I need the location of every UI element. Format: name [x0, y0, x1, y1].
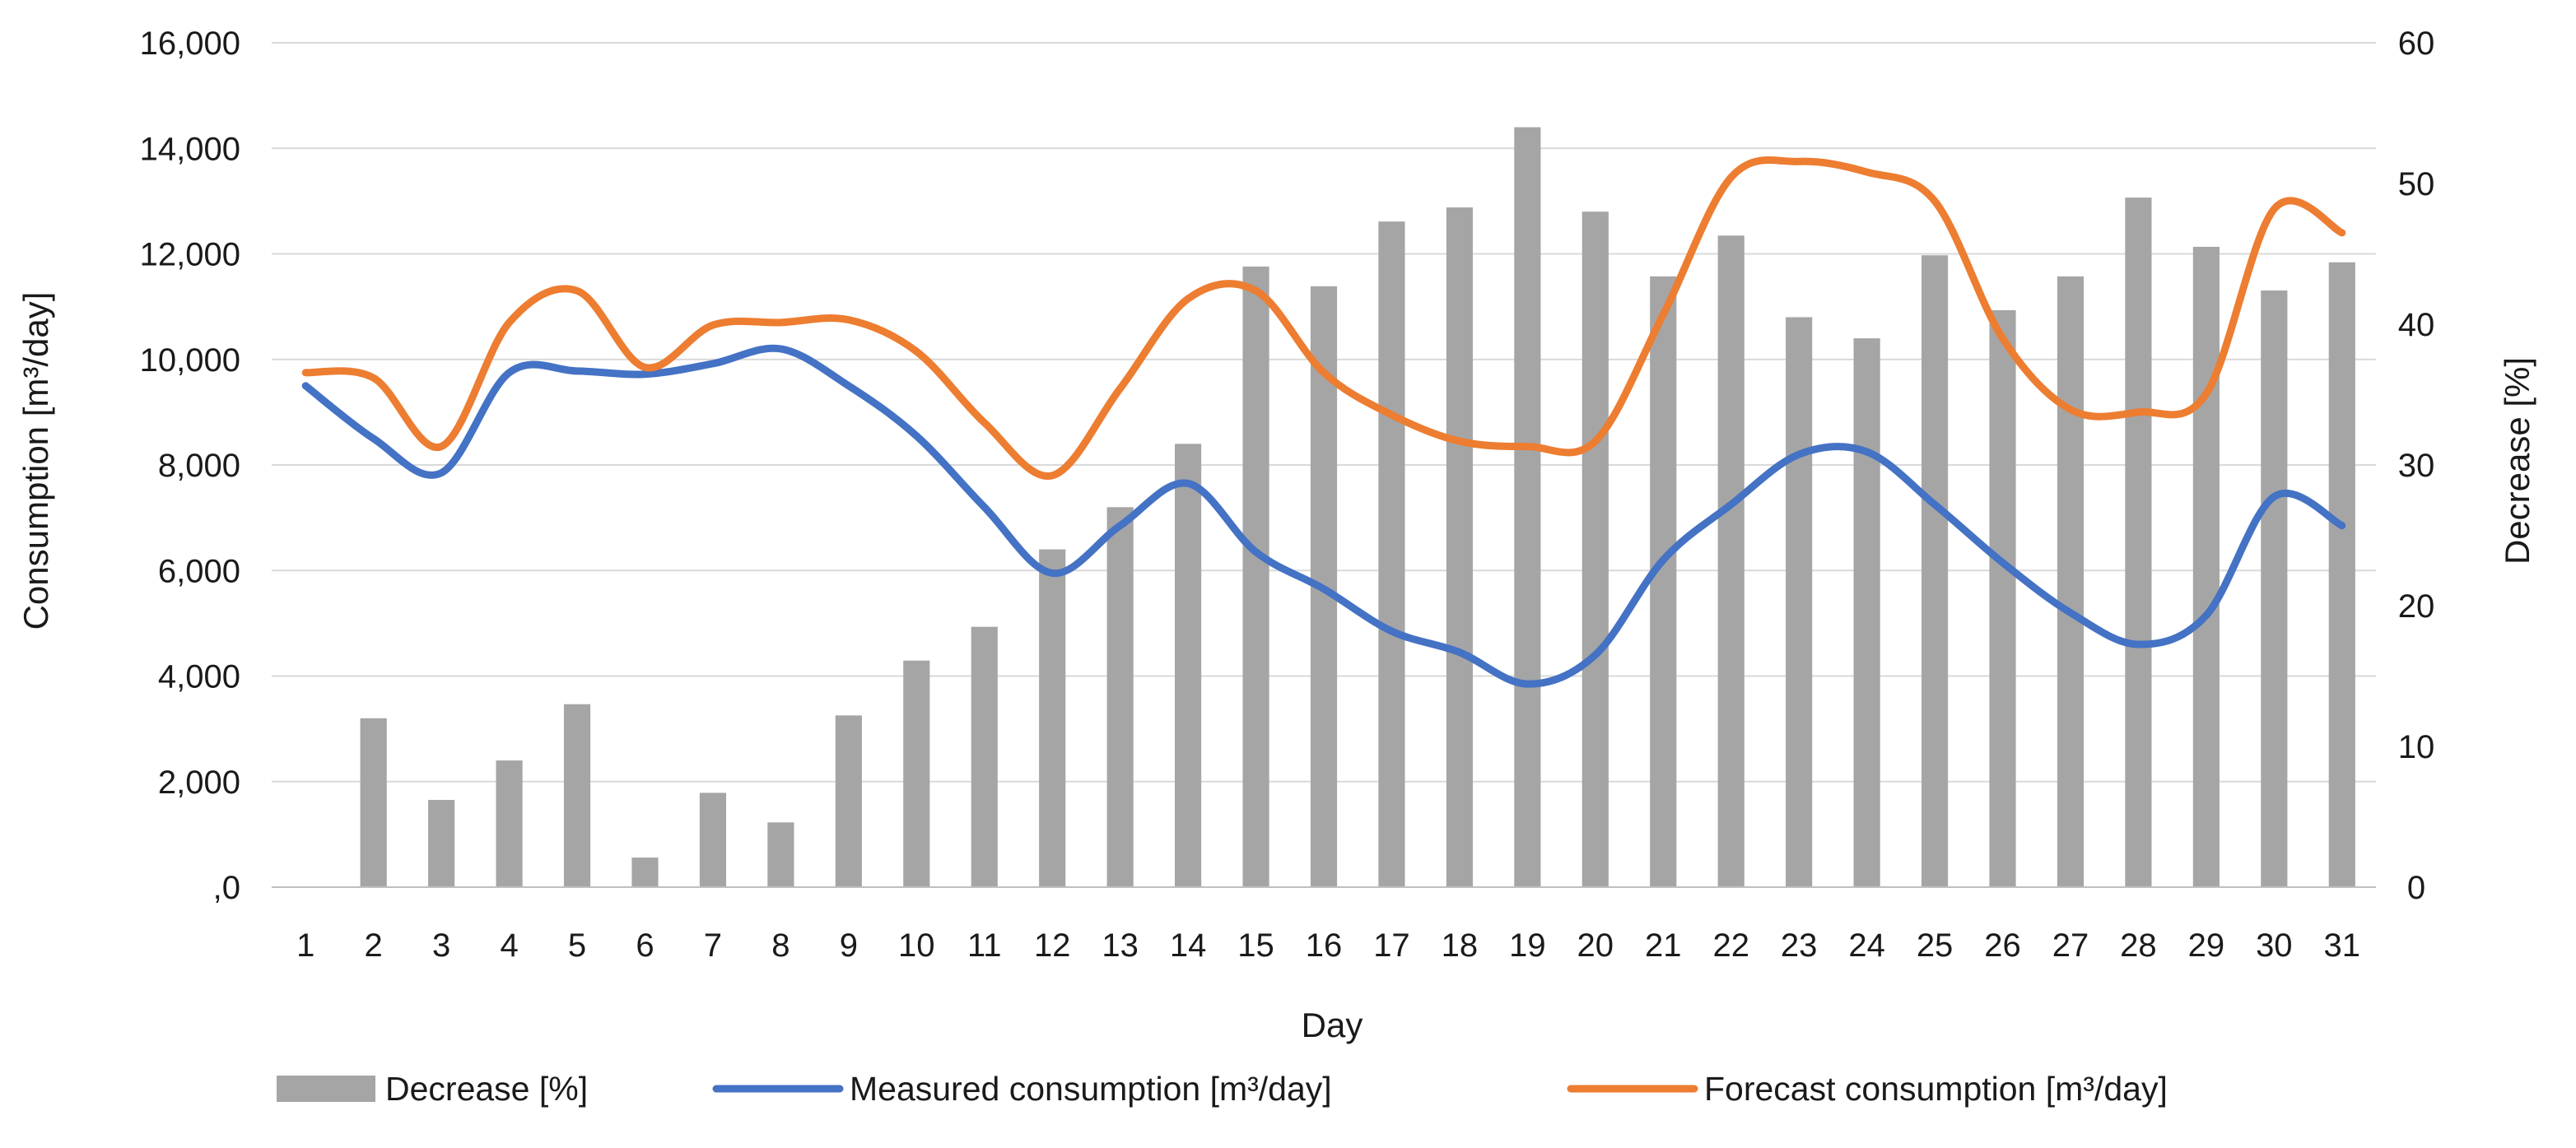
x-tick-label: 31	[2324, 927, 2361, 964]
x-tick-label: 4	[500, 927, 518, 964]
legend-item-measured: Measured consumption [m³/day]	[850, 1070, 1332, 1108]
x-tick-label: 5	[568, 927, 586, 964]
y-right-tick-label: 10	[2398, 729, 2435, 765]
x-tick-label: 28	[2120, 927, 2157, 964]
x-tick-label: 7	[704, 927, 722, 964]
y-right-tick-label: 20	[2398, 588, 2435, 625]
decrease-bar	[1786, 317, 1812, 887]
decrease-bar	[1175, 444, 1201, 887]
legend-item-forecast: Forecast consumption [m³/day]	[1704, 1070, 2168, 1108]
x-tick-label: 19	[1509, 927, 1546, 964]
decrease-bar	[1039, 550, 1065, 887]
decrease-bar	[496, 760, 523, 887]
decrease-bar	[1446, 207, 1473, 887]
x-tick-label: 22	[1712, 927, 1749, 964]
x-tick-label: 2	[365, 927, 383, 964]
y-right-tick-label: 30	[2398, 448, 2435, 484]
decrease-bars	[361, 128, 2355, 887]
decrease-bar	[700, 792, 726, 887]
legend-item-decrease: Decrease [%]	[385, 1070, 588, 1108]
x-tick-label: 24	[1848, 927, 1885, 964]
y-right-tick-label: 40	[2398, 307, 2435, 343]
decrease-bar	[428, 800, 454, 887]
decrease-bar	[1718, 235, 1745, 887]
y-left-tick-label: 14,000	[140, 131, 240, 167]
y-left-tick-label: 2,000	[158, 765, 240, 801]
decrease-bar	[836, 715, 862, 887]
y-right-tick-label: 60	[2398, 26, 2435, 62]
decrease-bar	[1514, 128, 1540, 887]
decrease-bar	[2057, 277, 2084, 887]
legend: Decrease [%] Measured consumption [m³/day…	[277, 1070, 2168, 1108]
x-tick-label: 6	[636, 927, 654, 964]
x-tick-label: 29	[2188, 927, 2225, 964]
decrease-bar	[564, 704, 590, 887]
x-tick-label: 11	[967, 927, 1002, 964]
x-tick-label: 14	[1170, 927, 1207, 964]
y-right-tick-label: 0	[2407, 870, 2425, 906]
decrease-bar	[1242, 267, 1269, 887]
x-tick-label: 17	[1373, 927, 1410, 964]
decrease-bar	[903, 661, 929, 887]
decrease-bar	[971, 627, 998, 887]
x-tick-label: 15	[1237, 927, 1274, 964]
y-left-tick-label: 10,000	[140, 342, 240, 379]
axes: ,0 2,000 4,000 6,000 8,000 10,000 12,000 14,000…	[140, 26, 2435, 964]
x-tick-label: 27	[2052, 927, 2089, 964]
x-tick-label: 20	[1577, 927, 1614, 964]
decrease-bar	[1582, 211, 1609, 887]
y-left-tick-label: 12,000	[140, 237, 240, 273]
x-tick-label: 9	[840, 927, 858, 964]
decrease-bar	[2193, 247, 2220, 887]
x-axis-title: Day	[1302, 1006, 1363, 1044]
decrease-bar	[361, 718, 387, 887]
decrease-bar	[1854, 338, 1880, 887]
x-tick-label: 30	[2256, 927, 2293, 964]
decrease-bar	[1650, 277, 1676, 887]
x-tick-label: 26	[1984, 927, 2021, 964]
decrease-bar	[1107, 507, 1134, 887]
decrease-bar	[2125, 198, 2151, 887]
y-left-tick-label: 4,000	[158, 659, 240, 695]
x-tick-label: 25	[1917, 927, 1954, 964]
decrease-bar	[631, 858, 658, 887]
y-right-tick-label: 50	[2398, 166, 2435, 202]
x-tick-label: 3	[432, 927, 450, 964]
x-tick-label: 10	[898, 927, 935, 964]
x-tick-label: 18	[1442, 927, 1479, 964]
decrease-bar	[1922, 255, 1948, 887]
y-right-axis-title: Decrease [%]	[2498, 357, 2536, 565]
x-tick-label: 13	[1102, 927, 1139, 964]
x-tick-label: 8	[771, 927, 790, 964]
y-left-tick-label: 6,000	[158, 553, 240, 589]
y-left-tick-label: ,0	[213, 870, 240, 906]
x-tick-label: 12	[1034, 927, 1071, 964]
decrease-bar	[767, 822, 794, 887]
x-tick-label: 16	[1306, 927, 1343, 964]
decrease-bar	[2261, 290, 2287, 887]
legend-swatch-bar	[277, 1076, 375, 1102]
y-left-tick-label: 8,000	[158, 448, 240, 484]
x-tick-label: 21	[1645, 927, 1682, 964]
x-tick-label: 23	[1781, 927, 1818, 964]
decrease-bar	[1989, 310, 2015, 887]
y-left-tick-label: 16,000	[140, 26, 240, 62]
decrease-bar	[2329, 263, 2355, 887]
y-left-axis-title: Consumption [m³/day]	[16, 292, 55, 630]
x-tick-label: 1	[296, 927, 314, 964]
decrease-bar	[1378, 221, 1404, 887]
